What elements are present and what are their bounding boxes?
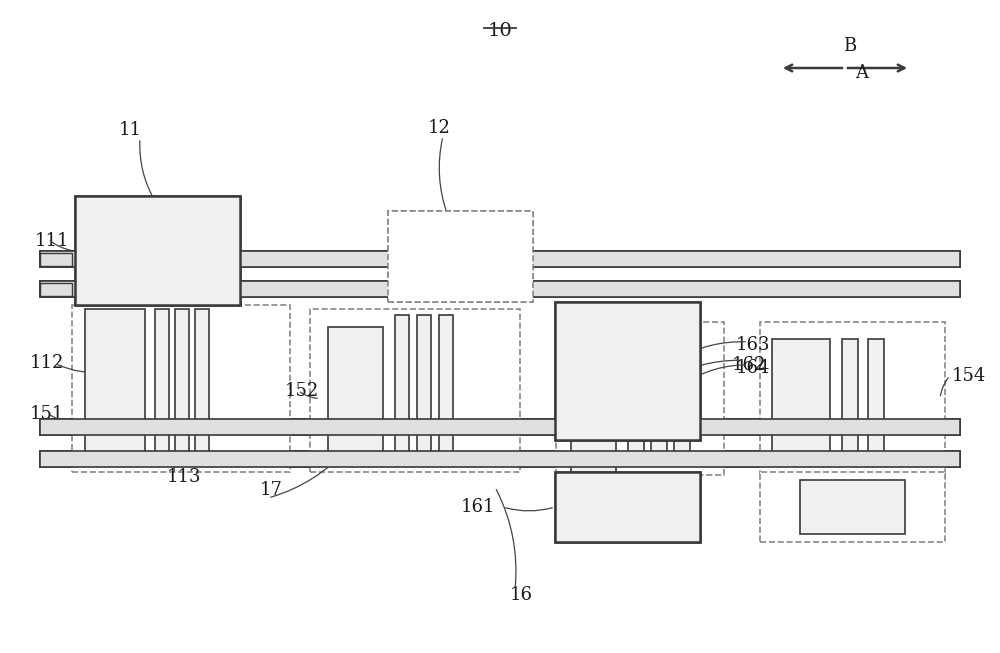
Text: 17: 17 [260, 481, 283, 499]
Bar [555, 472, 700, 542]
Bar [40, 281, 960, 297]
Bar [556, 322, 724, 475]
Bar [772, 339, 830, 457]
Bar [555, 472, 700, 542]
Bar [800, 480, 905, 534]
Bar [388, 211, 533, 302]
Text: 16: 16 [510, 586, 533, 604]
Text: 153: 153 [578, 350, 612, 368]
Bar [439, 315, 453, 457]
Bar [417, 315, 431, 457]
Bar [75, 196, 240, 305]
Text: B: B [843, 37, 857, 55]
Text: 10: 10 [488, 22, 512, 40]
Bar [40, 451, 960, 467]
Bar [651, 335, 667, 460]
Text: 111: 111 [35, 232, 70, 250]
Bar [40, 281, 960, 297]
Text: 164: 164 [736, 359, 770, 377]
Bar [310, 309, 520, 472]
Text: 112: 112 [30, 355, 64, 372]
Bar [40, 251, 960, 267]
Text: 151: 151 [30, 405, 64, 422]
Text: 12: 12 [428, 119, 451, 137]
Bar [75, 196, 240, 305]
Bar [85, 309, 145, 457]
Bar [72, 305, 290, 472]
Bar [674, 335, 690, 460]
Bar [571, 335, 616, 480]
Bar [555, 302, 700, 440]
Text: 163: 163 [736, 336, 770, 354]
Text: 152: 152 [285, 381, 319, 400]
Bar [842, 339, 858, 457]
Bar [40, 419, 960, 435]
Bar [760, 472, 945, 542]
Bar [40, 251, 960, 267]
Text: 154: 154 [952, 366, 986, 385]
Bar [328, 327, 383, 457]
Bar [388, 211, 533, 302]
Bar [628, 335, 644, 460]
Bar [40, 253, 72, 266]
Bar [195, 309, 209, 457]
Bar [40, 283, 72, 296]
Bar [40, 283, 72, 296]
Text: 161: 161 [460, 498, 495, 516]
Text: 162: 162 [732, 356, 766, 374]
Bar [395, 315, 409, 457]
Bar [40, 253, 72, 266]
Bar [155, 309, 169, 457]
Text: A: A [855, 64, 868, 82]
Bar [40, 419, 960, 435]
Bar [555, 302, 700, 440]
Bar [760, 322, 945, 475]
Bar [868, 339, 884, 457]
Text: 11: 11 [119, 121, 142, 139]
Bar [175, 309, 189, 457]
Bar [40, 451, 960, 467]
Text: 113: 113 [167, 468, 202, 486]
Text: 114: 114 [183, 453, 217, 471]
